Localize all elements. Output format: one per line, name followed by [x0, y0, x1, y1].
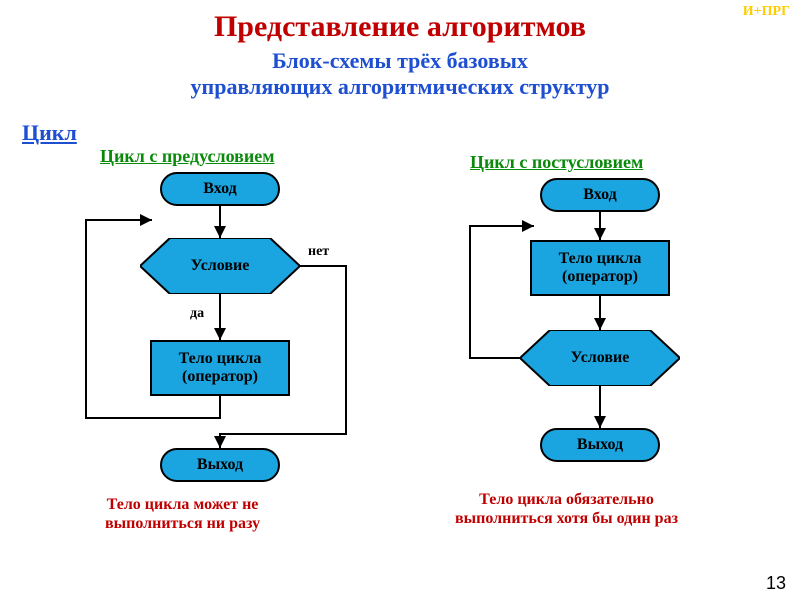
page-number: 13 [766, 573, 786, 594]
caption-right-l1: Тело цикла обязательно [479, 491, 654, 508]
caption-right: Тело цикла обязательно выполниться хотя … [455, 490, 678, 528]
edges-right [0, 0, 800, 600]
caption-right-l2: выполниться хотя бы один раз [455, 510, 678, 527]
